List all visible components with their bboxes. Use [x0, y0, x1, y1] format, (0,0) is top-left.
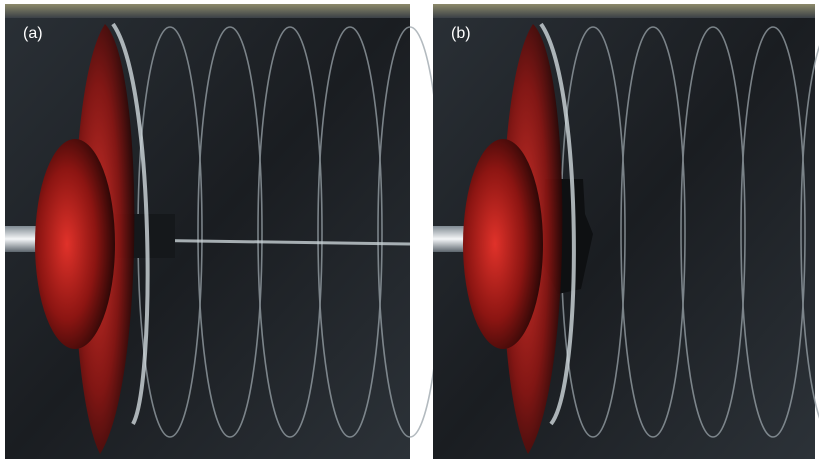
panel-label: (a) — [23, 25, 43, 42]
blade-front — [35, 139, 115, 349]
top-band — [433, 4, 815, 18]
blade-front — [463, 139, 543, 349]
figure: (a) (b) — [0, 0, 819, 462]
panel-a: (a) — [5, 4, 442, 459]
panel-label: (b) — [451, 25, 471, 42]
panel-b: (b) — [433, 4, 819, 459]
top-band — [5, 4, 410, 18]
